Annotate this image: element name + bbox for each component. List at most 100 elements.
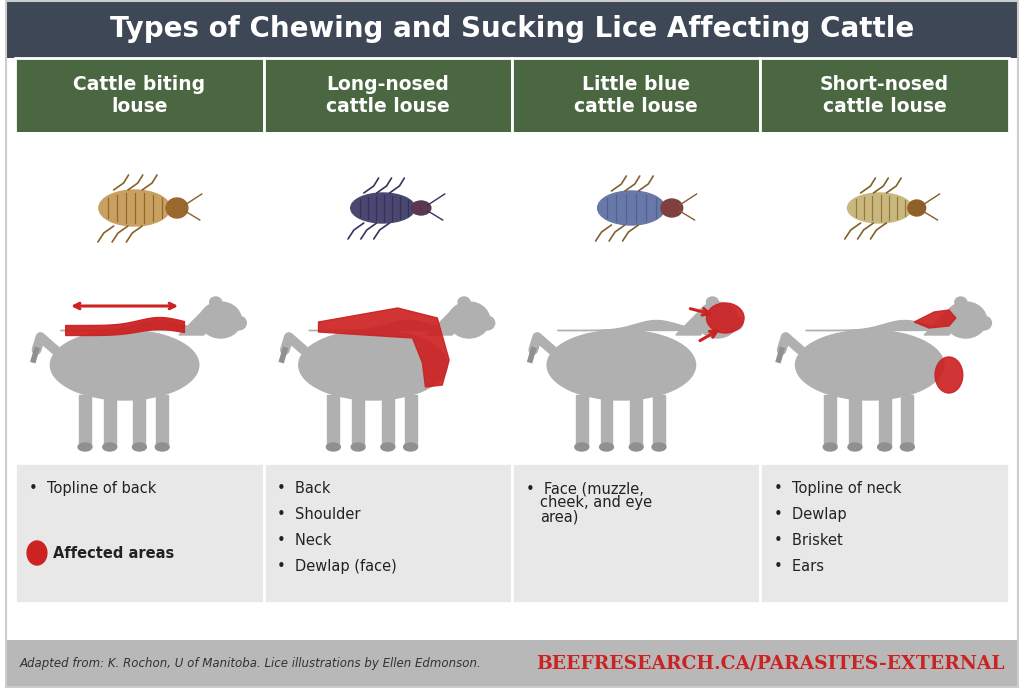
Text: •  Topline of back: • Topline of back bbox=[29, 481, 157, 496]
Text: Affected areas: Affected areas bbox=[53, 546, 174, 561]
Text: •  Brisket: • Brisket bbox=[774, 533, 843, 548]
FancyBboxPatch shape bbox=[15, 133, 263, 283]
Ellipse shape bbox=[351, 443, 365, 451]
Text: area): area) bbox=[540, 509, 579, 524]
FancyBboxPatch shape bbox=[761, 58, 1009, 133]
FancyBboxPatch shape bbox=[512, 283, 761, 463]
FancyBboxPatch shape bbox=[328, 395, 339, 447]
FancyBboxPatch shape bbox=[79, 395, 91, 447]
FancyBboxPatch shape bbox=[575, 395, 588, 447]
Ellipse shape bbox=[299, 330, 447, 400]
Ellipse shape bbox=[900, 443, 914, 451]
Ellipse shape bbox=[230, 316, 247, 330]
Ellipse shape bbox=[210, 297, 221, 307]
Text: •  Neck: • Neck bbox=[278, 533, 332, 548]
Ellipse shape bbox=[696, 302, 738, 338]
Text: •  Dewlap (face): • Dewlap (face) bbox=[278, 559, 397, 574]
Ellipse shape bbox=[458, 297, 470, 307]
Ellipse shape bbox=[908, 200, 926, 216]
FancyBboxPatch shape bbox=[15, 463, 263, 603]
Polygon shape bbox=[914, 310, 955, 328]
FancyBboxPatch shape bbox=[15, 283, 263, 463]
Text: cheek, and eye: cheek, and eye bbox=[540, 495, 652, 510]
FancyBboxPatch shape bbox=[263, 133, 512, 283]
Text: •  Back: • Back bbox=[278, 481, 331, 496]
Text: •  Topline of neck: • Topline of neck bbox=[774, 481, 902, 496]
FancyBboxPatch shape bbox=[600, 395, 612, 447]
Ellipse shape bbox=[132, 443, 146, 451]
Ellipse shape bbox=[598, 191, 665, 225]
Text: •  Dewlap: • Dewlap bbox=[774, 507, 847, 522]
FancyBboxPatch shape bbox=[352, 395, 365, 447]
Ellipse shape bbox=[166, 198, 188, 218]
FancyBboxPatch shape bbox=[653, 395, 665, 447]
Ellipse shape bbox=[102, 443, 117, 451]
FancyBboxPatch shape bbox=[15, 58, 263, 133]
Text: •  Shoulder: • Shoulder bbox=[278, 507, 361, 522]
Ellipse shape bbox=[547, 330, 695, 400]
Ellipse shape bbox=[878, 443, 892, 451]
Text: Little blue
cattle louse: Little blue cattle louse bbox=[574, 75, 698, 116]
Text: Short-nosed
cattle louse: Short-nosed cattle louse bbox=[820, 75, 949, 116]
FancyBboxPatch shape bbox=[761, 283, 1009, 463]
FancyBboxPatch shape bbox=[263, 463, 512, 603]
Ellipse shape bbox=[27, 541, 47, 565]
FancyBboxPatch shape bbox=[761, 133, 1009, 283]
Ellipse shape bbox=[630, 443, 643, 451]
Text: •  Ears: • Ears bbox=[774, 559, 824, 574]
Ellipse shape bbox=[945, 302, 986, 338]
Polygon shape bbox=[925, 310, 964, 335]
FancyBboxPatch shape bbox=[404, 395, 417, 447]
FancyBboxPatch shape bbox=[263, 58, 512, 133]
Ellipse shape bbox=[707, 297, 718, 307]
Ellipse shape bbox=[479, 316, 495, 330]
FancyBboxPatch shape bbox=[263, 283, 512, 463]
Ellipse shape bbox=[350, 193, 415, 223]
Ellipse shape bbox=[327, 443, 340, 451]
FancyBboxPatch shape bbox=[849, 395, 861, 447]
Ellipse shape bbox=[403, 443, 418, 451]
FancyBboxPatch shape bbox=[512, 133, 761, 283]
FancyBboxPatch shape bbox=[5, 0, 1019, 58]
Text: Long-nosed
cattle louse: Long-nosed cattle louse bbox=[326, 75, 450, 116]
FancyBboxPatch shape bbox=[157, 395, 168, 447]
Text: Adapted from: K. Rochon, U of Manitoba. Lice illustrations by Ellen Edmonson.: Adapted from: K. Rochon, U of Manitoba. … bbox=[19, 658, 481, 671]
Ellipse shape bbox=[935, 357, 963, 393]
FancyBboxPatch shape bbox=[901, 395, 913, 447]
FancyBboxPatch shape bbox=[103, 395, 116, 447]
Ellipse shape bbox=[411, 201, 431, 215]
FancyBboxPatch shape bbox=[382, 395, 394, 447]
Text: •  Face (muzzle,: • Face (muzzle, bbox=[526, 481, 644, 496]
Ellipse shape bbox=[652, 443, 666, 451]
Ellipse shape bbox=[796, 330, 944, 400]
Ellipse shape bbox=[574, 443, 589, 451]
Ellipse shape bbox=[200, 302, 242, 338]
Ellipse shape bbox=[600, 443, 613, 451]
FancyBboxPatch shape bbox=[824, 395, 836, 447]
FancyBboxPatch shape bbox=[879, 395, 891, 447]
Ellipse shape bbox=[381, 443, 394, 451]
Ellipse shape bbox=[848, 443, 862, 451]
FancyBboxPatch shape bbox=[512, 463, 761, 603]
Ellipse shape bbox=[660, 199, 683, 217]
FancyBboxPatch shape bbox=[133, 395, 145, 447]
Ellipse shape bbox=[50, 330, 199, 400]
FancyBboxPatch shape bbox=[761, 463, 1009, 603]
Polygon shape bbox=[427, 310, 467, 335]
Ellipse shape bbox=[823, 443, 837, 451]
Ellipse shape bbox=[449, 302, 489, 338]
FancyBboxPatch shape bbox=[5, 640, 1019, 688]
Polygon shape bbox=[318, 308, 450, 387]
FancyBboxPatch shape bbox=[512, 58, 761, 133]
Polygon shape bbox=[676, 310, 716, 335]
Ellipse shape bbox=[976, 316, 991, 330]
Ellipse shape bbox=[99, 190, 170, 226]
Ellipse shape bbox=[707, 303, 744, 333]
FancyBboxPatch shape bbox=[630, 395, 642, 447]
Ellipse shape bbox=[78, 443, 92, 451]
Ellipse shape bbox=[727, 316, 743, 330]
Ellipse shape bbox=[156, 443, 169, 451]
Polygon shape bbox=[179, 310, 218, 335]
Ellipse shape bbox=[954, 297, 967, 307]
Ellipse shape bbox=[848, 193, 911, 223]
